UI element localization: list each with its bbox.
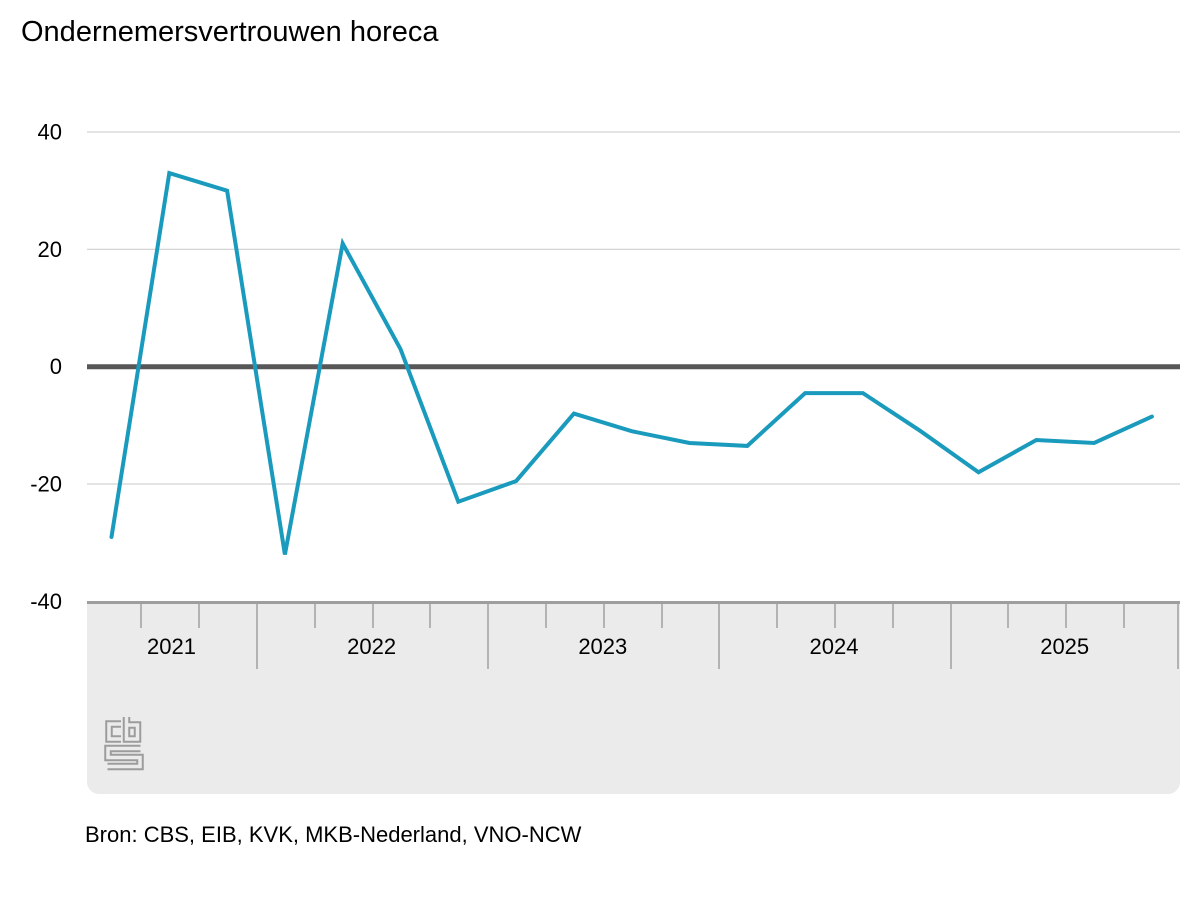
quarter-tick [1007,604,1010,628]
x-axis-year-label: 2021 [147,634,196,659]
y-axis-label: -20 [30,472,62,497]
quarter-tick [545,604,547,628]
y-axis-label: 20 [38,237,62,262]
year-tick [949,604,952,669]
year-tick [1177,604,1179,669]
quarter-tick [891,604,894,628]
quarter-tick [660,604,663,628]
quarter-tick [834,604,836,628]
x-axis-year-label: 2024 [809,634,859,659]
quarter-tick [602,604,605,628]
cbs-logo-c [105,720,121,743]
year-tick [718,604,721,669]
data-line-ondernemersvertrouwen [109,170,1154,555]
quarter-tick [140,604,143,628]
quarter-tick [198,604,201,628]
cbs-logo [104,717,144,771]
quarter-tick [1065,604,1068,628]
source-text: Bron: CBS, EIB, KVK, MKB-Nederland, VNO-… [85,822,582,847]
x-axis-year-label: 2023 [578,634,628,659]
y-axis-label: 0 [50,354,62,379]
x-axis-year-label: 2025 [1040,634,1090,659]
plot-area: 40 20 0 -20 -40 [30,120,1180,614]
x-axis-year-label: 2022 [347,634,397,659]
quarter-tick [371,604,374,628]
quarter-tick [1123,604,1125,628]
chart-title: Ondernemersvertrouwen horeca [21,16,439,48]
y-axis-label: -40 [30,589,62,614]
quarter-tick [776,604,779,628]
year-tick [256,604,258,669]
y-axis-label: 40 [38,120,62,145]
quarter-tick [429,604,432,628]
x-axis-panel: 2021 2022 2023 2024 2025 [87,601,1180,794]
quarter-tick [313,604,316,628]
year-tick [487,604,490,669]
